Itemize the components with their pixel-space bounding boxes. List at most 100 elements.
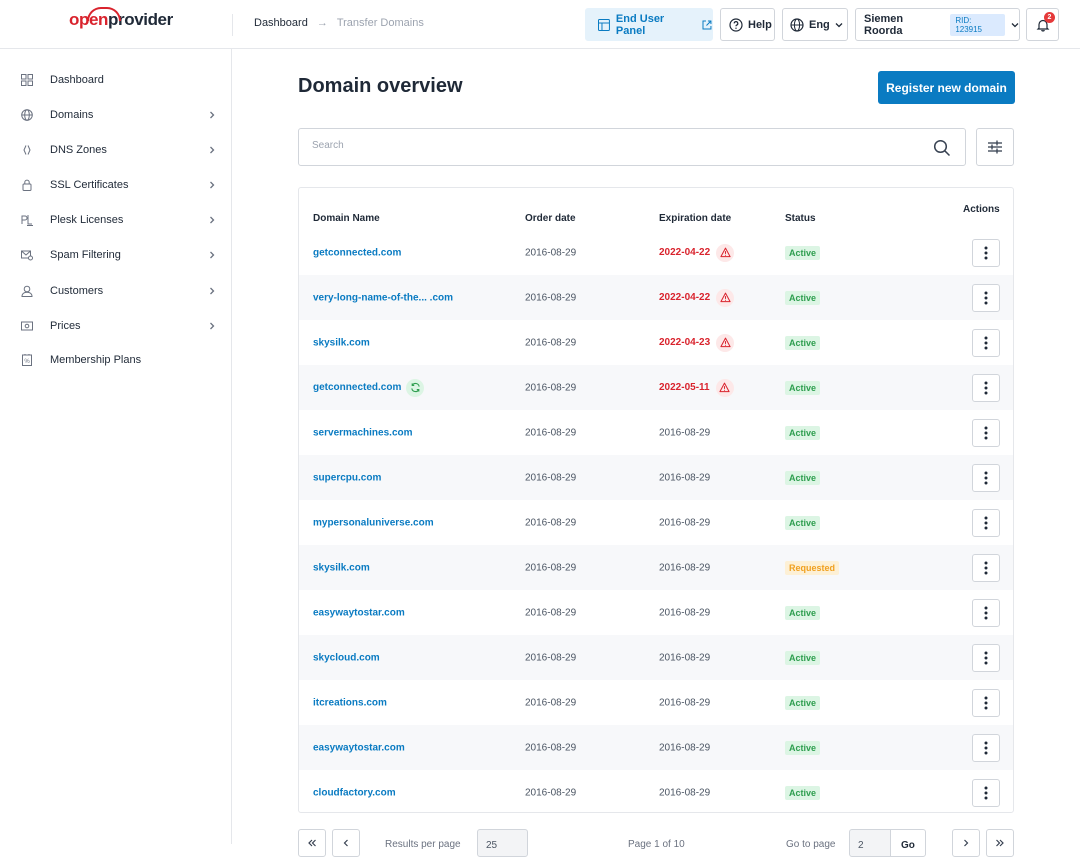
- openprovider-logo[interactable]: openprovider: [69, 7, 173, 30]
- expiration-warning: [716, 333, 735, 352]
- status-badge: Active: [785, 470, 821, 485]
- domain-link[interactable]: easywaytostar.com: [313, 742, 405, 753]
- domain-link[interactable]: servermachines.com: [313, 427, 413, 438]
- register-new-domain-button[interactable]: Register new domain: [878, 71, 1015, 104]
- domain-link[interactable]: very-long-name-of-the... .com: [313, 292, 453, 303]
- first-page-button[interactable]: [298, 829, 326, 857]
- more-vertical-icon: [984, 336, 988, 349]
- warning-icon: [719, 382, 730, 393]
- next-page-button[interactable]: [952, 829, 980, 857]
- domain-link[interactable]: getconnected.com: [313, 247, 401, 258]
- breadcrumb: Dashboard → Transfer Domains: [254, 17, 424, 29]
- user-menu[interactable]: Siemen Roorda RID: 123915: [855, 8, 1020, 41]
- top-bar: openprovider Dashboard → Transfer Domain…: [0, 0, 1080, 49]
- status-badge: Active: [785, 380, 821, 395]
- domain-link[interactable]: mypersonaluniverse.com: [313, 517, 434, 528]
- domain-link[interactable]: itcreations.com: [313, 697, 387, 708]
- sidebar-item-plesk-licenses[interactable]: Plesk Licenses: [0, 205, 232, 235]
- expiration-date-value: 2022-04-22: [659, 292, 711, 303]
- prev-page-button[interactable]: [332, 829, 360, 857]
- domain-name: very-long-name-of-the... .com: [313, 292, 454, 303]
- divider: [232, 14, 233, 36]
- row-actions-button[interactable]: [972, 463, 1000, 492]
- chevron-right-icon: [964, 839, 969, 847]
- expiration-date-value: 2022-05-11: [659, 382, 710, 393]
- table-row: getconnected.com 2016-08-29 2022-04-22 Acti…: [299, 230, 1013, 275]
- expiration-date-value: 2016-08-29: [659, 697, 711, 708]
- row-actions-button[interactable]: [972, 508, 1000, 537]
- lock-icon: [22, 179, 32, 191]
- sidebar-item-label: Spam Filtering: [50, 249, 121, 261]
- end-user-panel-button[interactable]: End User Panel: [585, 8, 713, 41]
- order-date: 2016-08-29: [525, 337, 577, 348]
- table-row: supercpu.com 2016-08-29 2016-08-29 Active: [299, 455, 1013, 500]
- table-row: itcreations.com 2016-08-29 2016-08-29 Activ…: [299, 680, 1013, 725]
- search-input[interactable]: [312, 140, 912, 151]
- domain-link[interactable]: supercpu.com: [313, 472, 381, 483]
- status-badge: Active: [785, 290, 821, 305]
- row-actions-button[interactable]: [972, 328, 1000, 357]
- more-vertical-icon: [984, 786, 988, 799]
- sliders-icon: [988, 140, 1002, 154]
- notifications-button[interactable]: 2: [1026, 8, 1059, 41]
- expiration-date-value: 2022-04-23: [659, 337, 711, 348]
- row-actions-button[interactable]: [972, 283, 1000, 312]
- last-page-button[interactable]: [986, 829, 1014, 857]
- sidebar-item-domains[interactable]: Domains: [0, 100, 232, 130]
- sidebar-item-ssl-certificates[interactable]: SSL Certificates: [0, 170, 232, 200]
- results-per-page-select[interactable]: 25: [477, 829, 528, 857]
- row-actions-button[interactable]: [972, 733, 1000, 762]
- chevrons-right-icon: [996, 839, 1004, 847]
- column-header-domain[interactable]: Domain Name: [313, 213, 380, 224]
- question-icon: [729, 17, 743, 32]
- order-date: 2016-08-29: [525, 382, 577, 393]
- row-actions-button[interactable]: [972, 598, 1000, 627]
- row-actions-button[interactable]: [972, 553, 1000, 582]
- breadcrumb-dashboard[interactable]: Dashboard: [254, 17, 308, 29]
- domain-link[interactable]: getconnected.com: [313, 378, 425, 397]
- row-actions-button[interactable]: [972, 238, 1000, 267]
- column-header-status[interactable]: Status: [785, 213, 816, 224]
- search-icon[interactable]: [933, 139, 951, 157]
- go-to-page-input[interactable]: 2: [849, 829, 891, 857]
- sidebar-item-dns-zones[interactable]: DNS Zones: [0, 135, 232, 165]
- more-vertical-icon: [984, 516, 988, 529]
- help-button[interactable]: Help: [720, 8, 775, 41]
- expiration-date-value: 2016-08-29: [659, 472, 711, 483]
- sidebar-item-dashboard[interactable]: Dashboard: [0, 65, 232, 95]
- sync-indicator: [406, 378, 425, 397]
- more-vertical-icon: [984, 381, 988, 394]
- domain-name: mypersonaluniverse.com: [313, 517, 434, 528]
- domain-link[interactable]: skysilk.com: [313, 337, 370, 348]
- row-actions-button[interactable]: [972, 643, 1000, 672]
- domain-link[interactable]: skycloud.com: [313, 652, 380, 663]
- go-to-page-label: Go to page: [786, 839, 836, 850]
- order-date: 2016-08-29: [525, 292, 577, 303]
- filter-button[interactable]: [976, 128, 1014, 166]
- sidebar-item-customers[interactable]: Customers: [0, 276, 232, 306]
- language-select[interactable]: Eng: [782, 8, 848, 41]
- go-button[interactable]: Go: [890, 829, 926, 857]
- row-actions-button[interactable]: [972, 688, 1000, 717]
- sidebar-item-label: DNS Zones: [50, 144, 107, 156]
- domain-link[interactable]: cloudfactory.com: [313, 787, 396, 798]
- domain-link[interactable]: skysilk.com: [313, 562, 370, 573]
- globe-icon: [790, 17, 804, 32]
- order-date: 2016-08-29: [525, 742, 577, 753]
- column-header-expiration-date[interactable]: Expiration date: [659, 213, 732, 224]
- more-vertical-icon: [984, 246, 988, 259]
- row-actions-button[interactable]: [972, 418, 1000, 447]
- row-actions-button[interactable]: [972, 373, 1000, 402]
- mail-filter-icon: [21, 250, 33, 261]
- more-vertical-icon: [984, 696, 988, 709]
- sidebar-item-spam-filtering[interactable]: Spam Filtering: [0, 240, 232, 270]
- row-actions-button[interactable]: [972, 778, 1000, 807]
- sidebar-item-prices[interactable]: Prices: [0, 311, 232, 341]
- svg-text:%: %: [24, 359, 30, 365]
- column-header-order-date[interactable]: Order date: [525, 213, 576, 224]
- panel-icon: [598, 18, 610, 31]
- domain-link[interactable]: easywaytostar.com: [313, 607, 405, 618]
- table-row: easywaytostar.com 2016-08-29 2016-08-29 Act…: [299, 725, 1013, 770]
- sidebar-item-membership-plans[interactable]: % Membership Plans: [0, 345, 232, 375]
- chevron-right-icon: [210, 181, 215, 189]
